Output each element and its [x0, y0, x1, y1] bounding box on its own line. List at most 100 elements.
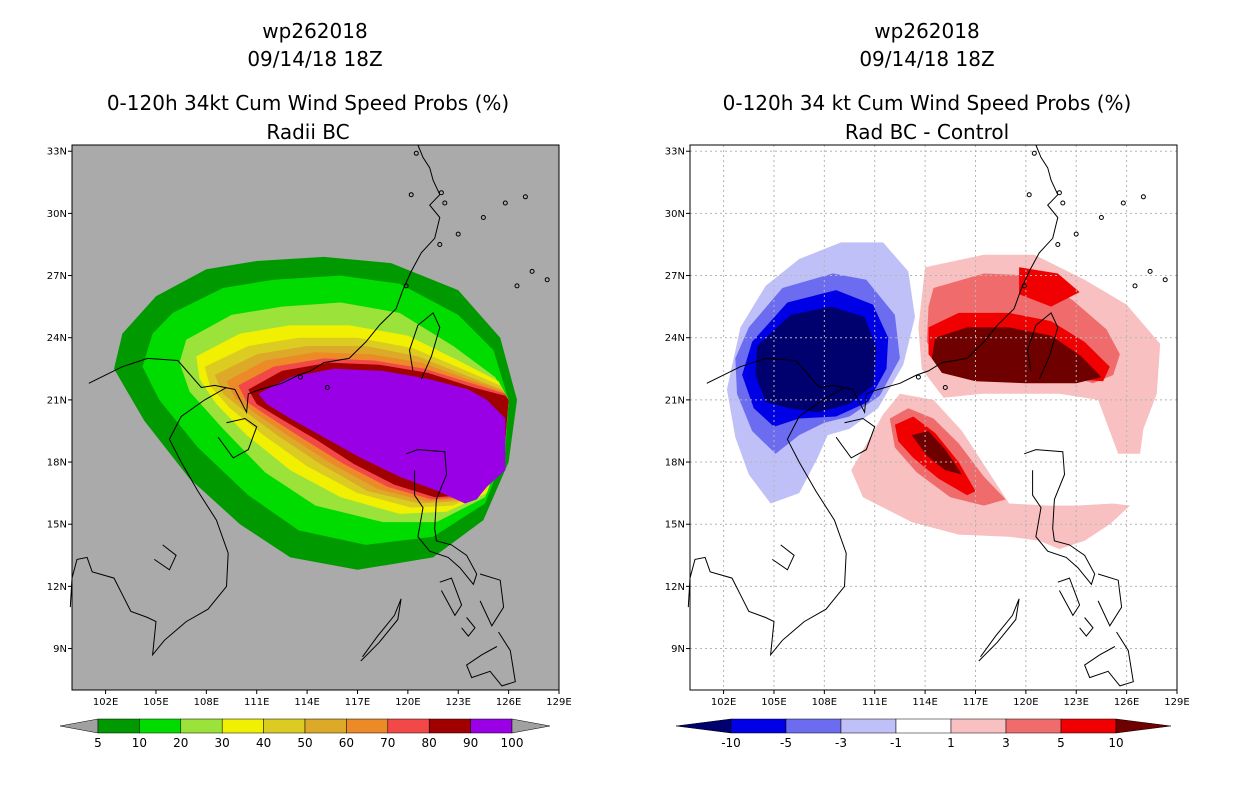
- y-tick-label: 24N: [47, 333, 67, 344]
- colorbar-over-arrow: [511, 718, 551, 734]
- right-datetime: 09/14/18 18Z: [859, 47, 994, 71]
- y-tick-label: 27N: [665, 271, 685, 282]
- x-tick-label: 105E: [143, 697, 168, 708]
- left-probability-fill: [114, 256, 517, 570]
- colorbar-swatch: [139, 718, 182, 734]
- colorbar-label: -1: [890, 736, 902, 750]
- y-tick-label: 12N: [47, 582, 67, 593]
- colorbar-label: 5: [94, 736, 102, 750]
- x-tick-label: 126E: [1114, 697, 1139, 708]
- island-outline: [1073, 231, 1079, 237]
- colorbar-under-arrow: [675, 718, 732, 734]
- colorbar-label: 80: [422, 736, 437, 750]
- probability-band-90: [258, 368, 506, 504]
- colorbar-swatch: [840, 718, 897, 734]
- island-outline: [502, 200, 508, 206]
- coastline-segment: [1097, 573, 1123, 627]
- colorbar-swatch: [346, 718, 389, 734]
- right-coastlines: [687, 144, 1168, 687]
- x-tick-label: 126E: [496, 697, 521, 708]
- coastline-segment: [69, 387, 229, 657]
- coastline-segment: [772, 544, 795, 571]
- colorbar-swatch: [785, 718, 842, 734]
- x-tick-label: 123E: [446, 697, 471, 708]
- x-tick-label: 129E: [1164, 697, 1189, 708]
- x-tick-label: 120E: [1013, 697, 1038, 708]
- left-subtitle: Radii BC: [266, 120, 349, 144]
- colorbar-label: 60: [339, 736, 354, 750]
- colorbar-label: 50: [297, 736, 312, 750]
- island-outline: [514, 283, 520, 289]
- island-outline: [1031, 150, 1037, 156]
- colorbar-label: 20: [173, 736, 188, 750]
- coastline-segment: [835, 417, 876, 459]
- island-outline: [529, 268, 535, 274]
- island-outline: [942, 385, 948, 390]
- coastline-segment: [439, 577, 463, 617]
- island-outline: [544, 277, 550, 283]
- x-tick-label: 102E: [93, 697, 118, 708]
- y-tick-label: 30N: [47, 209, 67, 220]
- right-colorbar: -10 -5 -3 -1 1 3 5 10: [675, 718, 1172, 750]
- y-tick-label: 15N: [47, 520, 67, 531]
- left-datetime: 09/14/18 18Z: [247, 47, 382, 71]
- coastline-segment: [154, 544, 177, 571]
- x-tick-label: 117E: [963, 697, 988, 708]
- island-outline: [1132, 283, 1138, 289]
- island-outline: [324, 385, 330, 390]
- y-tick-label: 30N: [665, 209, 685, 220]
- colorbar-swatch: [387, 718, 430, 734]
- x-tick-label: 108E: [194, 697, 219, 708]
- y-tick-label: 9N: [671, 644, 685, 655]
- x-tick-label: 123E: [1064, 697, 1089, 708]
- x-tick-label: 129E: [546, 697, 571, 708]
- island-outline: [522, 194, 528, 200]
- island-outline: [1140, 194, 1146, 200]
- colorbar-label: -10: [721, 736, 741, 750]
- colorbar-swatch: [470, 718, 513, 734]
- island-outline: [437, 242, 443, 247]
- colorbar-swatch: [730, 718, 787, 734]
- coastline-segment: [88, 144, 441, 415]
- island-outline: [480, 215, 486, 220]
- island-outline: [915, 374, 921, 380]
- island-outline: [297, 374, 303, 380]
- island-outline: [1060, 200, 1066, 206]
- y-tick-label: 33N: [47, 147, 67, 158]
- colorbar-label: 3: [1002, 736, 1010, 750]
- colorbar-label: 5: [1057, 736, 1065, 750]
- difference-blob-10: [911, 431, 962, 475]
- coastline-segment: [406, 449, 478, 586]
- right-difference-fill: [726, 242, 1161, 550]
- y-tick-label: 33N: [665, 147, 685, 158]
- colorbar-under-arrow: [59, 718, 99, 734]
- coastline-segment: [1024, 449, 1096, 586]
- colorbar-label: -5: [780, 736, 792, 750]
- x-tick-label: 117E: [345, 697, 370, 708]
- colorbar-swatch: [97, 718, 140, 734]
- difference-blob--10: [755, 306, 877, 413]
- coastline-segment: [479, 573, 505, 627]
- coastline-segment: [1079, 617, 1094, 637]
- colorbar-label: 1: [947, 736, 955, 750]
- island-outline: [455, 231, 461, 237]
- colorbar-label: 70: [380, 736, 395, 750]
- difference-blob-10: [931, 327, 1102, 384]
- x-tick-label: 120E: [395, 697, 420, 708]
- right-panel: wp262018 09/14/18 18Z 0-120h 34 kt Cum W…: [665, 19, 1190, 750]
- colorbar-swatch: [304, 718, 347, 734]
- left-coastlines: [69, 144, 550, 687]
- x-tick-label: 108E: [812, 697, 837, 708]
- colorbar-swatch: [895, 718, 952, 734]
- y-tick-label: 18N: [47, 458, 67, 469]
- colorbar-label: -3: [835, 736, 847, 750]
- y-tick-label: 27N: [47, 271, 67, 282]
- coastline-segment: [706, 144, 1059, 415]
- x-tick-label: 111E: [244, 697, 269, 708]
- left-colorbar: 5 10 20 30 40 50 60 70 80 90 100: [59, 718, 551, 750]
- left-panel: wp262018 09/14/18 18Z 0-120h 34kt Cum Wi…: [47, 19, 572, 750]
- island-outline: [1021, 283, 1027, 289]
- x-tick-label: 105E: [761, 697, 786, 708]
- coastline-segment: [1026, 312, 1059, 380]
- island-outline: [1026, 192, 1032, 198]
